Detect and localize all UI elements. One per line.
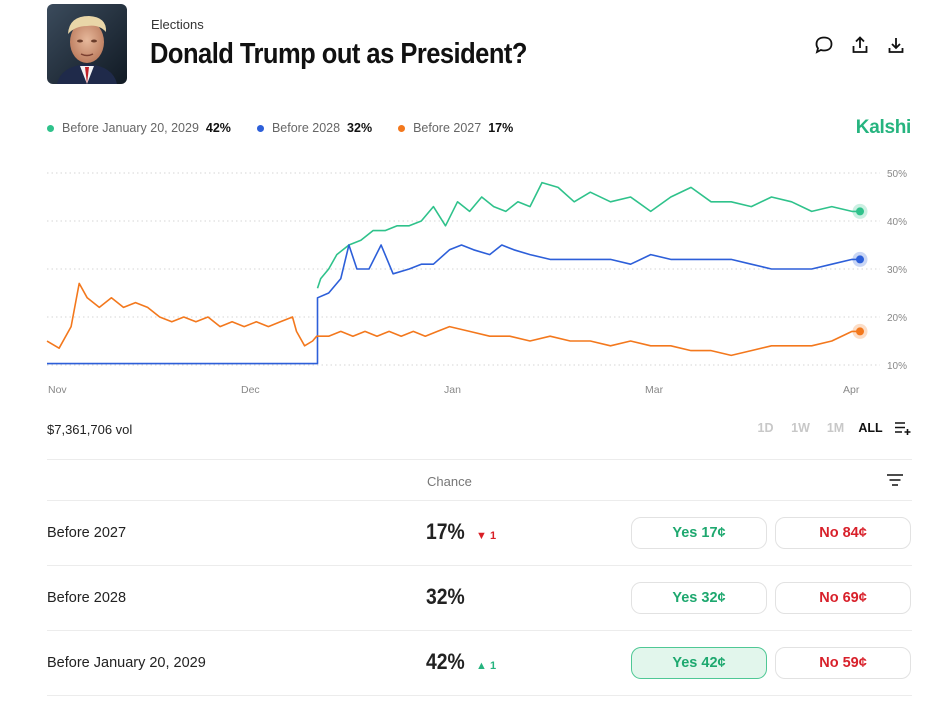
series-line-1 bbox=[47, 244, 860, 365]
chance-value: 17% bbox=[426, 519, 465, 544]
outcomes-table: Chance Before 2027 17% ▼ 1 Yes 17¢ No 84… bbox=[47, 459, 912, 696]
chance-delta: ▼ 1 bbox=[476, 530, 497, 542]
header-actions bbox=[813, 34, 907, 56]
x-tick-label: Apr bbox=[843, 384, 860, 396]
range-1w[interactable]: 1W bbox=[791, 421, 810, 435]
market-category[interactable]: Elections bbox=[151, 17, 204, 32]
legend-item-2028[interactable]: Before 2028 32% bbox=[256, 121, 373, 135]
legend-value: 42% bbox=[205, 121, 231, 135]
legend-label: Before January 20, 2029 bbox=[62, 121, 199, 135]
legend-item-2029[interactable]: Before January 20, 2029 42% bbox=[47, 121, 231, 135]
series-line-0 bbox=[316, 181, 860, 289]
time-range-selector: 1D 1W 1M ALL bbox=[748, 420, 912, 436]
chance-delta: ▲ 1 bbox=[476, 660, 497, 672]
outcome-chance: 32% bbox=[426, 584, 470, 610]
legend-value: 32% bbox=[347, 121, 373, 135]
y-tick-label: 30% bbox=[887, 265, 907, 276]
series-endpoint bbox=[856, 207, 864, 216]
y-tick-label: 40% bbox=[887, 217, 907, 228]
legend-dot-2028 bbox=[256, 124, 264, 132]
legend-dot-2027 bbox=[398, 124, 406, 132]
outcome-label: Before 2028 bbox=[47, 590, 127, 606]
comment-icon[interactable] bbox=[813, 34, 835, 56]
legend-label: Before 2028 bbox=[271, 121, 341, 135]
x-tick-label: Jan bbox=[444, 384, 461, 396]
range-all[interactable]: ALL bbox=[858, 421, 883, 435]
kalshi-logo[interactable]: Kalshi bbox=[855, 117, 912, 138]
x-tick-label: Mar bbox=[645, 384, 664, 396]
table-row[interactable]: Before January 20, 2029 42% ▲ 1 Yes 42¢ … bbox=[47, 631, 912, 696]
y-tick-label: 10% bbox=[887, 361, 907, 372]
market-avatar bbox=[47, 4, 127, 84]
table-header: Chance bbox=[47, 460, 912, 501]
outcome-label: Before January 20, 2029 bbox=[47, 655, 206, 671]
outcome-label: Before 2027 bbox=[47, 525, 127, 541]
y-tick-label: 20% bbox=[887, 313, 907, 324]
buy-yes-button[interactable]: Yes 17¢ bbox=[631, 517, 767, 549]
legend-item-2027[interactable]: Before 2027 17% bbox=[398, 121, 513, 135]
series-endpoint bbox=[856, 255, 864, 264]
x-tick-label: Dec bbox=[241, 384, 260, 396]
buy-no-button[interactable]: No 69¢ bbox=[775, 582, 911, 614]
chart-settings-icon[interactable] bbox=[892, 420, 912, 436]
chance-value: 32% bbox=[426, 584, 465, 609]
y-tick-label: 50% bbox=[887, 169, 907, 180]
chart-legend: Before January 20, 2029 42% Before 2028 … bbox=[47, 121, 539, 135]
range-1m[interactable]: 1M bbox=[826, 421, 845, 435]
legend-dot-2029 bbox=[47, 124, 54, 132]
market-title: Donald Trump out as President? bbox=[150, 38, 527, 70]
buy-yes-button[interactable]: Yes 42¢ bbox=[631, 647, 767, 679]
price-history-chart[interactable]: 50% 40% 30% 20% 10% Nov Dec Jan Mar Apr bbox=[0, 160, 946, 400]
outcome-chance: 17% ▼ 1 bbox=[426, 519, 496, 545]
download-icon[interactable] bbox=[885, 34, 907, 56]
volume-label: $7,361,706 vol bbox=[47, 422, 133, 437]
series-line-2 bbox=[46, 282, 860, 357]
series-endpoint bbox=[856, 327, 864, 336]
sort-icon[interactable] bbox=[886, 473, 904, 492]
buy-no-button[interactable]: No 84¢ bbox=[775, 517, 911, 549]
chance-column-header: Chance bbox=[427, 474, 472, 489]
market-header: Elections Donald Trump out as President? bbox=[47, 4, 907, 86]
legend-label: Before 2027 bbox=[413, 121, 482, 135]
outcome-chance: 42% ▲ 1 bbox=[426, 649, 496, 675]
legend-value: 17% bbox=[488, 121, 514, 135]
table-row[interactable]: Before 2028 32% Yes 32¢ No 69¢ bbox=[47, 566, 912, 631]
x-tick-label: Nov bbox=[48, 384, 67, 396]
chance-value: 42% bbox=[426, 649, 465, 674]
buy-yes-button[interactable]: Yes 32¢ bbox=[631, 582, 767, 614]
buy-no-button[interactable]: No 59¢ bbox=[775, 647, 911, 679]
table-row[interactable]: Before 2027 17% ▼ 1 Yes 17¢ No 84¢ bbox=[47, 501, 912, 566]
range-1d[interactable]: 1D bbox=[757, 421, 774, 435]
share-icon[interactable] bbox=[849, 34, 871, 56]
